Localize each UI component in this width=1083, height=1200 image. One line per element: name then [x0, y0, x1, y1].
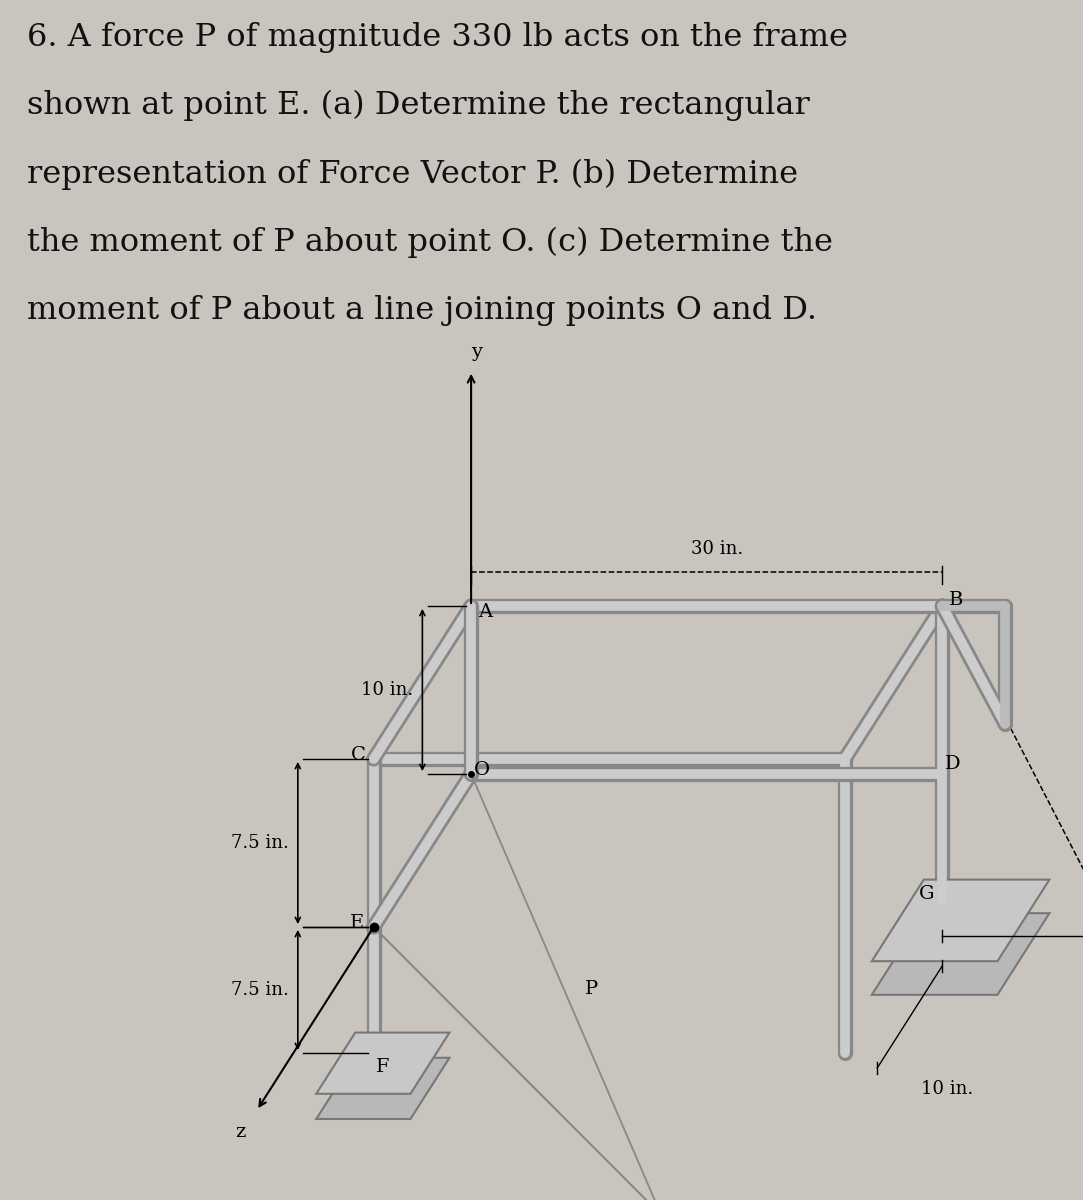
Text: representation of Force Vector P. (b) Determine: representation of Force Vector P. (b) De… [27, 158, 798, 190]
Polygon shape [872, 880, 1049, 961]
Text: 10 in.: 10 in. [921, 1080, 973, 1098]
Text: moment of P about a line joining points O and D.: moment of P about a line joining points … [27, 295, 817, 326]
Text: z: z [235, 1123, 246, 1140]
Text: 7.5 in.: 7.5 in. [232, 982, 289, 998]
Polygon shape [872, 913, 1049, 995]
Polygon shape [316, 1032, 449, 1094]
Text: 30 in.: 30 in. [691, 540, 744, 558]
Text: F: F [376, 1058, 389, 1076]
Text: 6. A force P of magnitude 330 lb acts on the frame: 6. A force P of magnitude 330 lb acts on… [27, 22, 848, 53]
Text: O: O [474, 762, 490, 780]
Text: B: B [949, 590, 964, 608]
Text: 10 in.: 10 in. [362, 680, 414, 698]
Text: E: E [350, 914, 365, 932]
Text: A: A [478, 602, 493, 622]
Text: C: C [351, 746, 366, 764]
Text: y: y [471, 343, 482, 361]
Polygon shape [316, 1058, 449, 1118]
Text: G: G [919, 886, 935, 902]
Text: P: P [585, 979, 598, 998]
Text: the moment of P about point O. (c) Determine the: the moment of P about point O. (c) Deter… [27, 227, 833, 258]
Text: 7.5 in.: 7.5 in. [232, 834, 289, 852]
Text: shown at point E. (a) Determine the rectangular: shown at point E. (a) Determine the rect… [27, 90, 810, 121]
Text: D: D [945, 756, 961, 774]
